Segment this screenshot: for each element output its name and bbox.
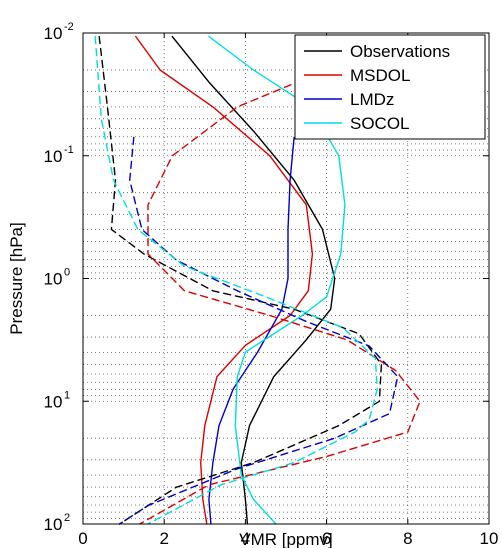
y-tick-label-base: 10 [44,515,63,534]
y-tick-label-base: 10 [44,270,63,289]
y-tick-label-base: 10 [44,392,63,411]
x-tick-label: 2 [159,529,168,548]
legend-box [294,34,486,140]
x-tick-label: 4 [241,529,250,548]
series-line-msdol-dashed [139,35,421,525]
y-tick-label-exponent: -2 [64,21,74,33]
y-axis-label: Pressure [hPa] [7,222,26,334]
x-axis-label: VMR [ppmv] [239,530,333,548]
series-line-lmdz [208,136,295,525]
x-tick-label: 6 [322,529,331,548]
y-tick-label-exponent: 2 [64,512,70,524]
legend: Observations MSDOL LMDz SOCOL [294,34,486,140]
series-line-observations [171,35,336,525]
legend-label: Observations [350,42,450,61]
legend-label: MSDOL [350,66,410,85]
series-line-socol-dashed [94,35,378,525]
y-tick-label-exponent: 0 [64,267,70,279]
legend-label: LMDz [350,90,394,109]
series-line-lmdz-dashed [118,136,399,525]
x-tick-label: 0 [78,529,87,548]
legend-label: SOCOL [350,114,410,133]
x-tick-label: 8 [403,529,412,548]
series-line-observations-dashed [98,35,383,525]
y-tick-label-exponent: -1 [64,144,74,156]
x-tick-label: 10 [480,529,499,548]
series-line-msdol [135,35,314,525]
y-tick-label-base: 10 [44,24,63,43]
y-tick-label-base: 10 [44,147,63,166]
y-tick-label-exponent: 1 [64,389,70,401]
